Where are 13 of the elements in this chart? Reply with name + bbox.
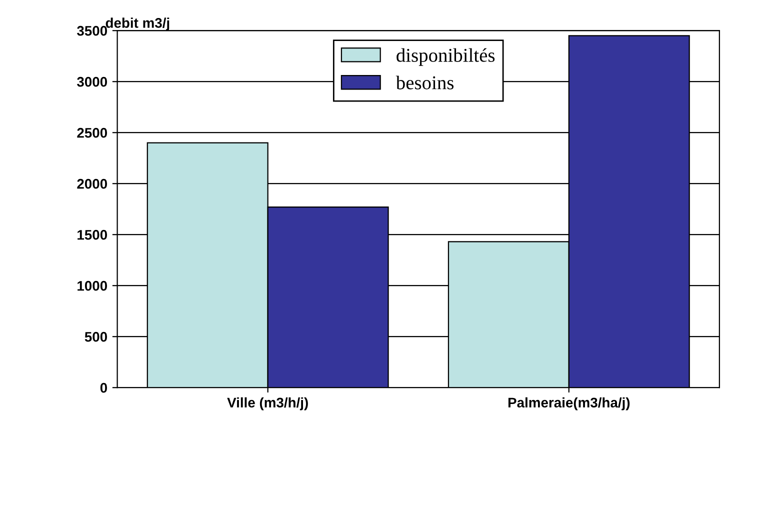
legend-label: disponibiltés — [396, 48, 495, 66]
y-axis-title: debit m3/j — [106, 18, 170, 31]
y-tick-label: 500 — [84, 332, 108, 342]
x-tick-label: Palmeraie(m3/ha/j) — [508, 397, 630, 410]
y-tick-label: 2000 — [77, 178, 108, 189]
y-tick-label: 0 — [100, 382, 108, 393]
x-tick-label: Ville (m3/h/j) — [227, 397, 308, 410]
legend-label: besoins — [396, 76, 454, 90]
y-tick-label: 3000 — [77, 76, 108, 87]
y-tick-label: 2500 — [77, 128, 108, 138]
y-tick-label: 1500 — [78, 230, 108, 240]
y-tick-label: 1000 — [78, 280, 108, 291]
y-tick-label: 3500 — [77, 26, 108, 36]
